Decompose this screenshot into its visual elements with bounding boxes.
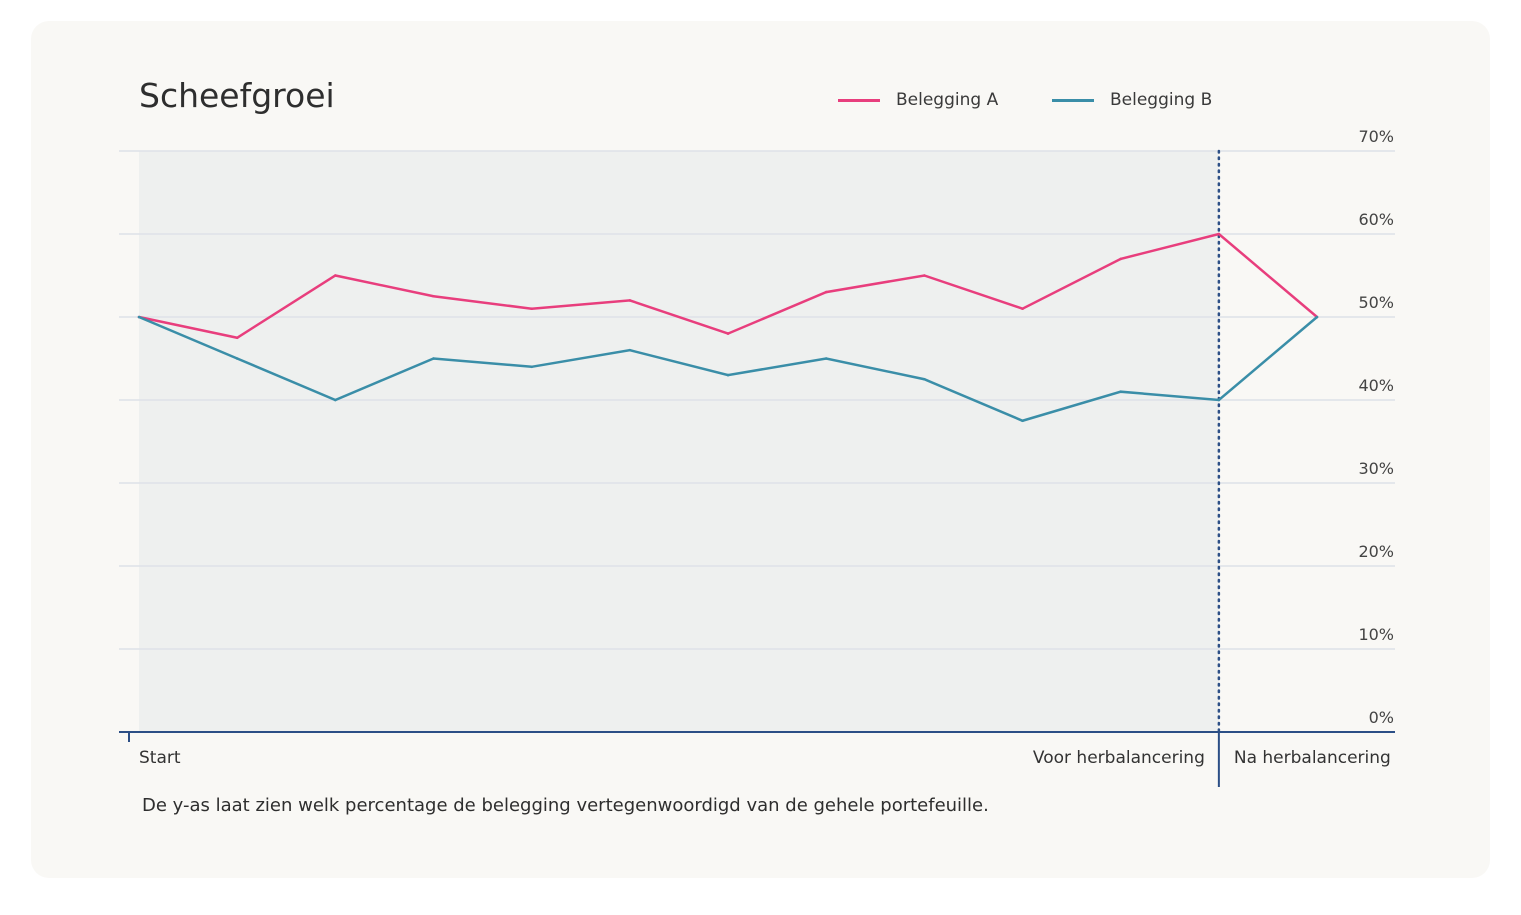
data-point-a	[1217, 232, 1221, 236]
data-point-b	[530, 365, 533, 369]
data-point-b	[1021, 419, 1024, 423]
data-point-b	[824, 357, 828, 360]
y-tick-label: 40%	[1358, 376, 1394, 395]
y-tick-label: 0%	[1369, 708, 1394, 727]
legend-item-a: Belegging A	[838, 90, 998, 110]
data-point-b	[334, 398, 337, 402]
data-point-a	[726, 332, 730, 335]
y-tick-label: 70%	[1358, 127, 1394, 146]
data-point-b	[1217, 398, 1221, 402]
legend-swatch-b	[1052, 98, 1094, 102]
x-label-before: Voor herbalancering	[1033, 748, 1205, 768]
data-point-b	[432, 357, 435, 360]
pre-rebalance-shading	[139, 151, 1219, 732]
data-point-b	[923, 377, 926, 381]
x-label-after: Na herbalancering	[1234, 748, 1391, 768]
data-point-a	[923, 274, 926, 277]
data-point-b	[235, 357, 239, 360]
data-point-b	[137, 315, 141, 319]
data-point-a	[432, 294, 435, 298]
data-point-a	[628, 299, 632, 302]
legend-swatch-a	[838, 98, 880, 102]
data-point-a	[334, 274, 337, 277]
data-point-a	[1119, 257, 1122, 261]
y-tick-label: 50%	[1358, 293, 1394, 312]
data-point-a	[530, 307, 533, 311]
data-point-b	[1119, 390, 1122, 394]
data-point-b	[1315, 315, 1319, 319]
data-point-a	[235, 336, 239, 340]
y-tick-label: 20%	[1358, 542, 1394, 561]
data-point-a	[1021, 307, 1024, 311]
chart-title: Scheefgroei	[139, 76, 335, 115]
y-tick-label: 10%	[1358, 625, 1394, 644]
y-tick-label: 60%	[1358, 210, 1394, 229]
legend-label-b: Belegging B	[1110, 90, 1213, 110]
data-point-a	[824, 290, 828, 294]
footnote: De y-as laat zien welk percentage de bel…	[142, 795, 989, 816]
legend-item-b: Belegging B	[1052, 90, 1212, 110]
y-tick-label: 30%	[1358, 459, 1394, 478]
data-point-b	[726, 373, 730, 377]
legend-label-a: Belegging A	[896, 90, 999, 110]
data-point-b	[628, 348, 632, 352]
x-label-start: Start	[139, 748, 181, 768]
